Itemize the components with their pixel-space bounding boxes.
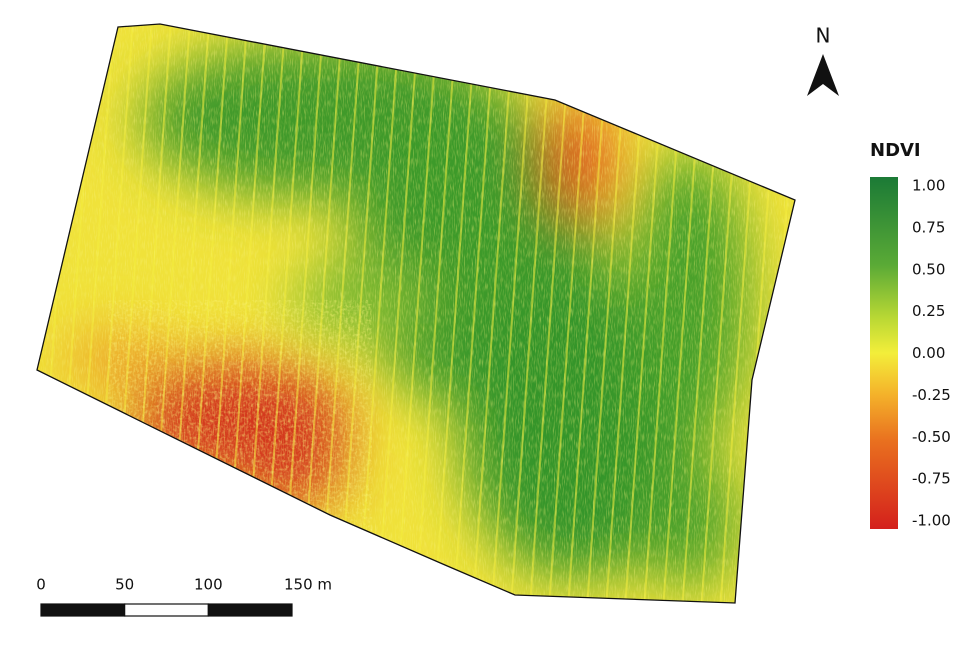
legend-tick-label: 0.00: [912, 344, 945, 362]
legend-tick-label: -1.00: [912, 512, 951, 530]
scale-label: 0: [36, 576, 46, 594]
scale-bar: 0 50 100 150 m: [36, 576, 332, 617]
legend-tick-label: -0.75: [912, 470, 951, 488]
color-bar: [870, 177, 898, 529]
scale-segment: [207, 603, 293, 617]
scale-label: 100: [194, 576, 223, 594]
legend-tick-label: -0.25: [912, 386, 951, 404]
north-arrow: [807, 54, 839, 96]
legend-tick-label: 0.75: [912, 218, 945, 236]
legend-ticks: 1.00 0.75 0.50 0.25 0.00 -0.25 -0.50 -0.75 -1.00: [912, 177, 951, 530]
scale-label: 50: [115, 576, 134, 594]
scale-label: 150 m: [284, 576, 332, 594]
legend-tick-label: -0.50: [912, 428, 951, 446]
legend-tick-label: 0.50: [912, 260, 945, 278]
legend-tick-label: 1.00: [912, 177, 945, 195]
north-label: N: [816, 24, 831, 48]
legend-tick-label: 0.25: [912, 302, 945, 320]
field-boundary: [36, 23, 796, 604]
legend-title: NDVI: [870, 140, 921, 161]
scale-segment: [124, 603, 209, 617]
scale-segment: [40, 603, 126, 617]
